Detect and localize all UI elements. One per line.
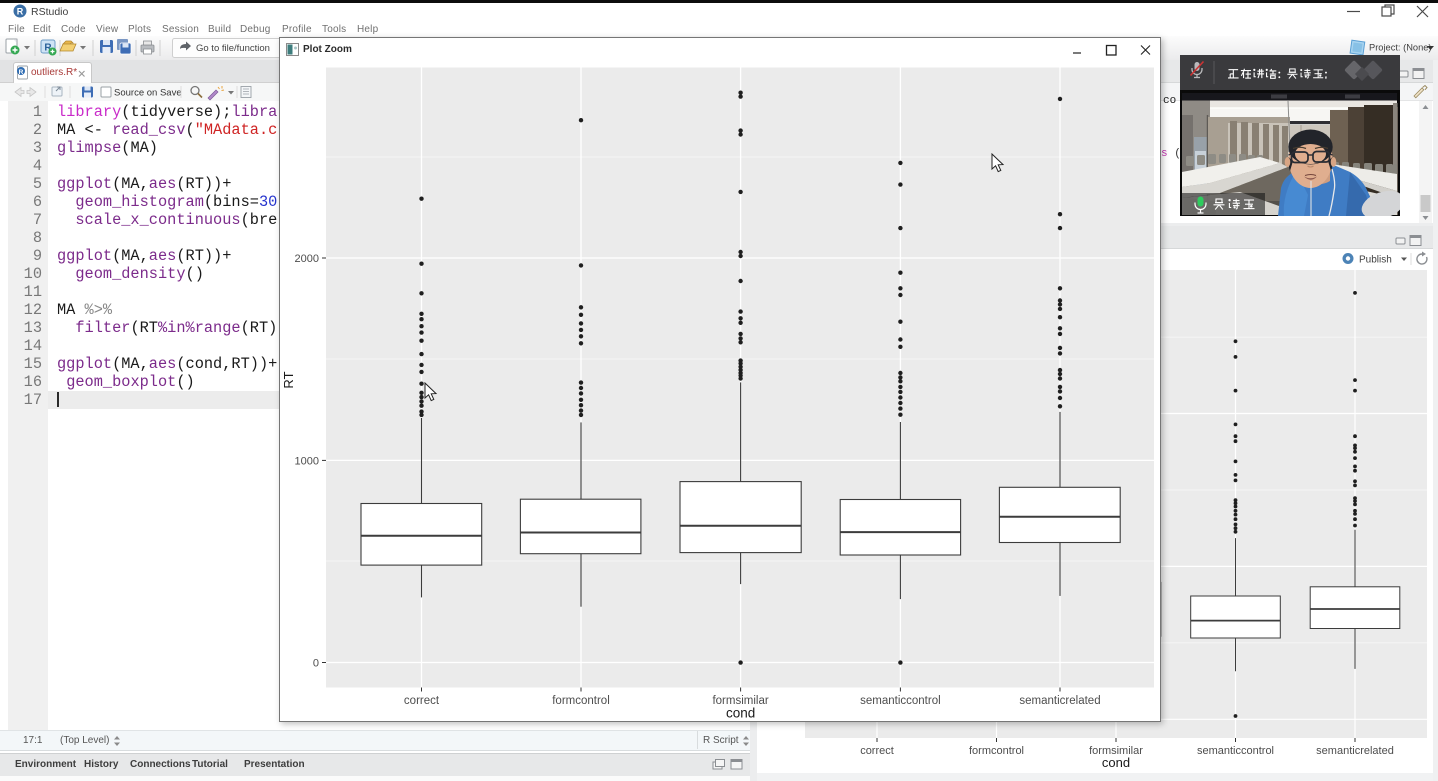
svg-text:formcontrol: formcontrol bbox=[552, 695, 610, 707]
svg-text:formcontrol: formcontrol bbox=[969, 745, 1024, 757]
svg-text:semanticrelated: semanticrelated bbox=[1019, 695, 1100, 707]
svg-text:semanticcontrol: semanticcontrol bbox=[860, 695, 941, 707]
svg-text:1000: 1000 bbox=[295, 455, 319, 467]
svg-text:formsimilar: formsimilar bbox=[1089, 745, 1143, 757]
svg-text:Publish: Publish bbox=[1359, 255, 1392, 266]
svg-text:Source on Save: Source on Save bbox=[114, 88, 182, 99]
svg-text:0: 0 bbox=[313, 658, 319, 670]
svg-text:semanticcontrol: semanticcontrol bbox=[1197, 745, 1274, 757]
svg-text:R: R bbox=[17, 7, 24, 17]
svg-text:R: R bbox=[44, 43, 52, 54]
svg-text:Go to file/function: Go to file/function bbox=[196, 43, 270, 54]
svg-text:correct: correct bbox=[404, 695, 440, 707]
svg-text:RT: RT bbox=[281, 371, 296, 388]
svg-text:cond: cond bbox=[726, 706, 755, 721]
svg-text:correct: correct bbox=[860, 745, 894, 757]
svg-text:Project: (None): Project: (None) bbox=[1369, 43, 1432, 53]
svg-text:cond: cond bbox=[1102, 755, 1130, 770]
svg-text:semanticrelated: semanticrelated bbox=[1316, 745, 1394, 757]
svg-text:2000: 2000 bbox=[295, 253, 319, 265]
svg-text:formsimilar: formsimilar bbox=[712, 695, 768, 707]
svg-text:R: R bbox=[19, 69, 24, 76]
